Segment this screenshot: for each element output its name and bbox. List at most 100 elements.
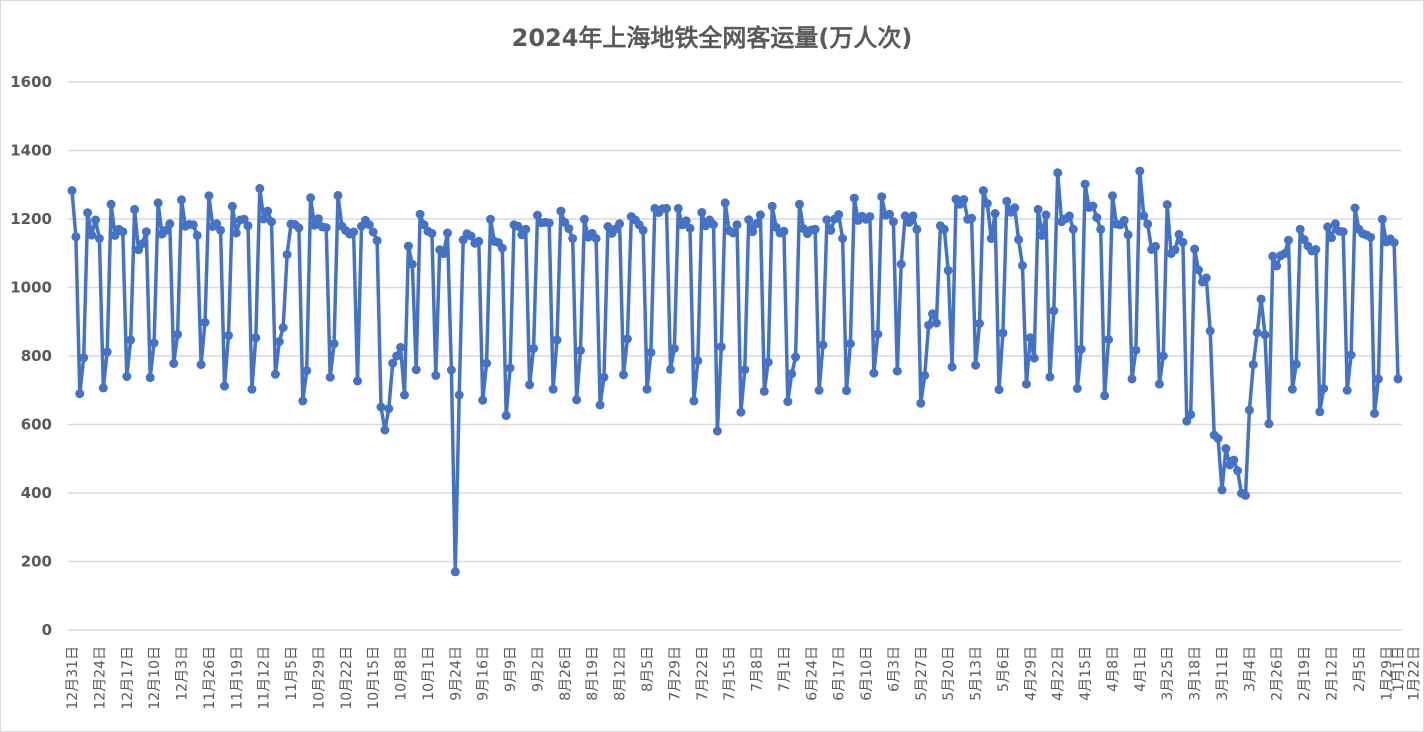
x-tick-label: 10月22日 xyxy=(339,646,355,710)
data-point xyxy=(302,366,312,376)
data-point xyxy=(130,204,140,214)
data-point xyxy=(79,353,89,363)
y-tick-label: 1200 xyxy=(10,210,52,228)
data-point xyxy=(149,338,159,348)
data-point xyxy=(1311,245,1321,254)
data-point xyxy=(1393,374,1403,384)
gridlines xyxy=(68,81,1402,631)
x-tick-label: 4月1日 xyxy=(1133,646,1149,692)
data-point xyxy=(1162,200,1172,210)
data-point xyxy=(368,227,378,237)
data-point xyxy=(384,404,394,414)
data-point xyxy=(1252,328,1262,338)
data-point xyxy=(1068,224,1078,234)
data-point xyxy=(842,386,851,396)
data-point xyxy=(501,411,511,421)
data-point xyxy=(709,220,718,229)
data-point xyxy=(681,216,691,226)
data-point xyxy=(1151,241,1160,251)
data-point xyxy=(791,352,801,362)
data-point xyxy=(1104,335,1113,345)
x-tick-label: 7月8日 xyxy=(750,646,766,692)
data-point xyxy=(454,390,464,400)
data-point xyxy=(1088,201,1098,211)
data-point xyxy=(1127,374,1137,384)
data-point xyxy=(192,230,202,240)
x-tick-label: 10月1日 xyxy=(421,646,437,701)
data-point xyxy=(443,228,452,238)
data-point xyxy=(834,210,844,219)
data-point xyxy=(364,220,374,230)
data-point xyxy=(1025,333,1035,343)
x-tick-label: 10月15日 xyxy=(366,646,382,710)
data-point xyxy=(564,224,574,234)
data-point xyxy=(529,344,539,353)
data-point xyxy=(67,186,77,196)
data-point xyxy=(783,397,793,407)
data-point xyxy=(1241,490,1250,500)
data-point xyxy=(740,365,750,375)
data-point xyxy=(313,214,323,224)
data-point xyxy=(126,335,136,345)
x-tick-label: 6月3日 xyxy=(886,646,902,692)
data-point xyxy=(482,358,492,368)
data-point xyxy=(1139,211,1149,221)
y-tick-label: 600 xyxy=(21,416,52,434)
data-point xyxy=(712,426,722,436)
x-tick-label: 5月27日 xyxy=(914,646,930,701)
data-point xyxy=(693,356,703,366)
data-point xyxy=(1002,196,1012,206)
x-tick-label: 11月5日 xyxy=(284,646,300,701)
data-point xyxy=(892,366,902,376)
data-point xyxy=(826,225,836,235)
data-point xyxy=(787,369,797,379)
data-point xyxy=(1108,191,1117,201)
x-tick-label: 8月26日 xyxy=(558,646,574,701)
data-point xyxy=(1018,261,1027,271)
data-point xyxy=(619,370,628,380)
data-point xyxy=(1170,245,1180,255)
data-point xyxy=(1182,416,1192,426)
data-point xyxy=(200,317,210,327)
data-point xyxy=(1072,384,1082,393)
data-point xyxy=(239,214,249,224)
data-point xyxy=(450,567,460,577)
data-point xyxy=(595,400,605,410)
data-point xyxy=(204,191,214,201)
data-point xyxy=(1373,374,1383,384)
data-point xyxy=(71,232,81,242)
data-point xyxy=(388,358,398,368)
plot-area xyxy=(67,166,1403,577)
data-point xyxy=(513,221,523,231)
data-point xyxy=(294,223,304,233)
data-point xyxy=(982,199,992,209)
data-point xyxy=(525,380,535,390)
data-point xyxy=(1053,168,1063,178)
data-point xyxy=(869,368,879,378)
data-point xyxy=(662,203,671,213)
data-point xyxy=(556,206,566,216)
x-tick-label: 3月18日 xyxy=(1188,646,1204,701)
x-tick-label: 2月12日 xyxy=(1325,646,1341,701)
data-point xyxy=(810,224,820,234)
data-point xyxy=(439,249,449,259)
x-tick-label: 12月3日 xyxy=(175,646,191,701)
x-tick-label: 1月1日 xyxy=(1391,646,1407,692)
y-tick-label: 1600 xyxy=(10,73,52,91)
data-point xyxy=(920,371,930,380)
data-point xyxy=(931,318,941,328)
data-point xyxy=(1205,326,1215,336)
data-point xyxy=(1268,251,1278,261)
x-tick-label: 7月1日 xyxy=(777,646,793,692)
data-point xyxy=(1217,485,1227,495)
data-point xyxy=(959,195,969,204)
data-point xyxy=(310,220,319,230)
data-point xyxy=(267,217,276,227)
data-point xyxy=(165,219,175,229)
x-tick-label: 11月19日 xyxy=(229,646,245,710)
data-point xyxy=(736,407,746,417)
data-point xyxy=(1389,238,1399,248)
data-point xyxy=(572,395,582,405)
data-point xyxy=(576,346,585,355)
data-point xyxy=(1213,434,1223,443)
